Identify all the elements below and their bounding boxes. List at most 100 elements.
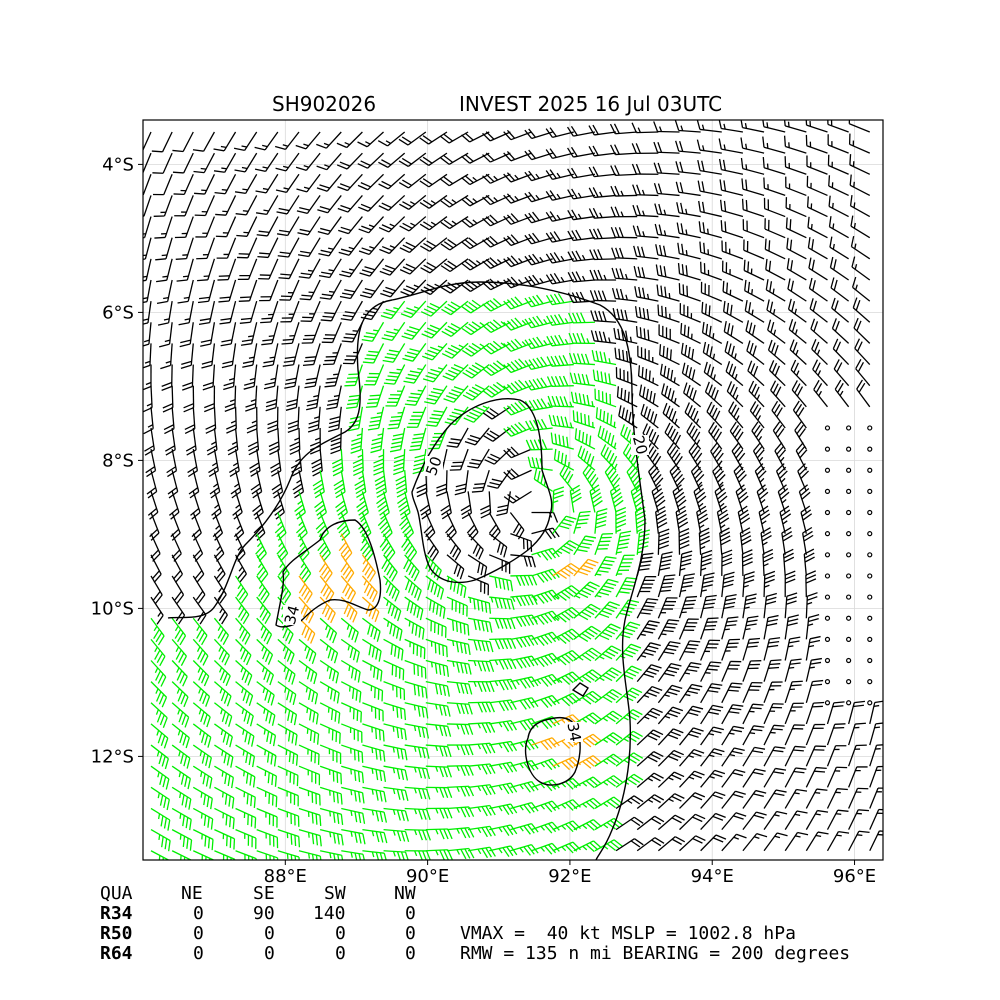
- wind-barb: [618, 405, 638, 429]
- wind-barb: [340, 575, 357, 603]
- wind-barb: [213, 152, 237, 173]
- wind-barb: [867, 467, 873, 473]
- wind-barb: [362, 765, 387, 783]
- wind-barb: [742, 571, 755, 598]
- wind-barb: [383, 659, 405, 681]
- wind-barb: [404, 659, 427, 679]
- wind-barb: [192, 744, 212, 769]
- wind-barb: [235, 681, 254, 707]
- wind-barb: [150, 786, 170, 811]
- wind-barb: [849, 154, 871, 175]
- wind-barb: [213, 617, 230, 645]
- wind-barb: [357, 131, 384, 148]
- wind-barb: [700, 617, 719, 640]
- wind-barb: [218, 279, 237, 303]
- wind-barb: [568, 332, 595, 345]
- wind-barb: [171, 765, 191, 790]
- wind-barb: [425, 575, 445, 600]
- wind-barb: [304, 364, 321, 389]
- wind-barb: [256, 744, 277, 767]
- title-storm-info: INVEST 2025 16 Jul 03UTC: [459, 92, 723, 116]
- wind-barb: [594, 508, 608, 534]
- wind-barb: [461, 215, 490, 228]
- wind-barb: [524, 253, 553, 266]
- wind-barb: [171, 596, 186, 625]
- wind-barb: [805, 134, 828, 154]
- wind-barb: [848, 120, 871, 133]
- wind-barb: [706, 401, 723, 429]
- wind-barb: [678, 550, 693, 577]
- wind-barb: [425, 617, 447, 638]
- wind-barb: [379, 237, 406, 255]
- wind-barb: [464, 427, 490, 446]
- wind-barb: [510, 738, 539, 751]
- wind-barb: [467, 448, 490, 469]
- wind-barb: [496, 491, 512, 517]
- wind-barb: [295, 512, 308, 541]
- wind-barb: [679, 748, 705, 767]
- wind-barb: [784, 636, 801, 661]
- wind-barb: [661, 383, 680, 408]
- wind-barb: [468, 825, 496, 838]
- wind-barb: [446, 617, 470, 636]
- wind-barb: [467, 617, 493, 633]
- wind-barb: [362, 638, 382, 662]
- row-r64-label: R64: [100, 943, 133, 964]
- wind-barb: [383, 744, 408, 761]
- wind-barb: [294, 491, 306, 520]
- wind-barb: [510, 614, 539, 628]
- wind-barb: [467, 846, 496, 859]
- wind-barb: [824, 531, 831, 537]
- wind-barb: [468, 804, 496, 817]
- wind-barb: [824, 446, 831, 452]
- wind-barb: [299, 279, 321, 301]
- row-r34-label: R34: [100, 903, 133, 924]
- wind-barb: [552, 486, 565, 513]
- wind-barb: [850, 215, 871, 239]
- wind-barb: [636, 576, 657, 598]
- wind-barb: [255, 195, 279, 216]
- wind-barb: [846, 531, 852, 537]
- wind-barb: [784, 810, 808, 830]
- wind-barb: [399, 216, 427, 232]
- wind-barb: [573, 558, 599, 577]
- row-r34-se: 90: [253, 903, 275, 924]
- wind-barb: [809, 298, 828, 323]
- wind-barb: [311, 449, 323, 477]
- wind-barb: [467, 554, 488, 578]
- wind-barb: [826, 723, 846, 746]
- wind-barb: [848, 830, 870, 852]
- wind-barb: [797, 463, 810, 492]
- wind-barb: [319, 723, 341, 744]
- row-r34-ne: 0: [193, 903, 204, 924]
- wind-barb: [710, 442, 724, 471]
- wind-barb: [826, 766, 848, 788]
- wind-barb: [784, 570, 796, 598]
- wind-barb: [362, 343, 385, 364]
- wind-barb: [256, 660, 275, 686]
- wind-barb: [552, 692, 581, 707]
- wind-barb: [383, 575, 400, 602]
- wind-barb: [531, 511, 559, 523]
- wind-barb: [850, 235, 871, 260]
- wind-barb: [319, 807, 344, 826]
- wind-barb: [339, 279, 363, 300]
- wind-barb: [615, 577, 638, 598]
- wind-barb: [648, 463, 664, 492]
- wind-barb: [545, 190, 574, 201]
- wind-barb: [175, 237, 194, 260]
- wind-barb: [740, 137, 765, 154]
- wind-barb: [404, 828, 431, 841]
- wind-barb: [277, 638, 295, 665]
- wind-barb: [770, 380, 786, 408]
- wind-barb: [531, 673, 560, 687]
- wind-barb: [552, 562, 581, 580]
- wind-barb: [718, 120, 744, 133]
- wind-barb: [404, 850, 431, 860]
- wind-barb: [700, 261, 722, 281]
- wind-barb: [235, 660, 253, 686]
- header-qua: QUA: [100, 883, 133, 904]
- wind-barb: [763, 659, 782, 682]
- wind-barb: [482, 235, 511, 248]
- wind-barb: [214, 765, 234, 789]
